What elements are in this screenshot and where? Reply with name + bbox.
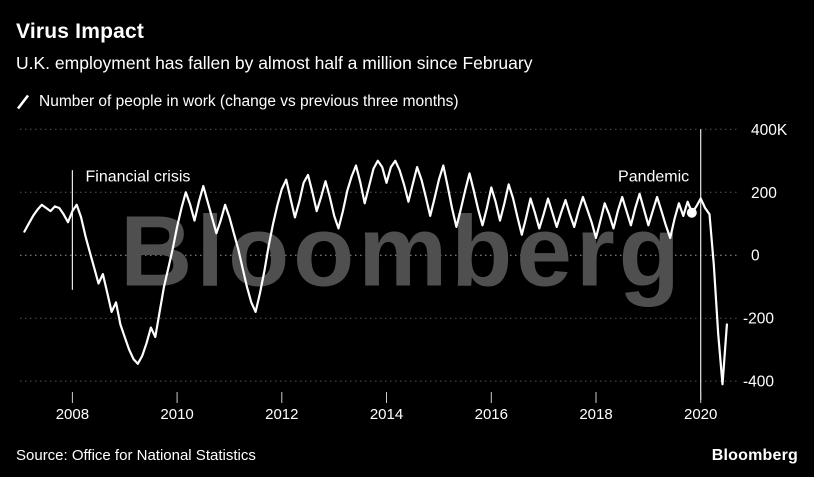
chart-plot-area: Bloomberg Financial crisis Pandemic 400K 200… <box>0 113 814 425</box>
annotation-label: Financial crisis <box>86 169 191 186</box>
watermark-text: Bloomberg <box>120 195 684 307</box>
annotation-label: Pandemic <box>618 169 689 186</box>
legend-label: Number of people in work (change vs prev… <box>39 93 459 110</box>
y-axis-label: 200 <box>751 185 777 202</box>
employment-data-line <box>23 159 729 386</box>
chart-header: Virus Impact U.K. employment has fallen … <box>16 20 532 74</box>
chart-legend: Number of people in work (change vs prev… <box>16 93 459 111</box>
y-axis-label: -200 <box>743 311 774 328</box>
y-axis-label: -400 <box>743 374 774 391</box>
y-axis-label: 0 <box>751 248 760 265</box>
x-axis-label: 2016 <box>475 406 508 423</box>
employment-chart-svg: Bloomberg Financial crisis Pandemic 400K 200… <box>20 122 788 423</box>
legend-key-icon <box>16 94 30 110</box>
chart-subtitle: U.K. employment has fallen by almost hal… <box>16 53 533 73</box>
x-axis-label: 2014 <box>370 406 403 423</box>
x-axis-label: 2018 <box>579 406 612 423</box>
data-point-marker <box>686 207 697 218</box>
source-note: Source: Office for National Statistics <box>16 447 256 464</box>
y-axis-label: 400K <box>751 122 788 139</box>
chart-title: Virus Impact <box>16 20 145 43</box>
x-axis-label: 2020 <box>684 406 717 423</box>
x-axis-label: 2008 <box>56 406 89 423</box>
x-axis-label: 2010 <box>160 406 193 423</box>
x-axis-label: 2012 <box>265 406 298 423</box>
bloomberg-logo: Bloomberg <box>711 447 798 464</box>
